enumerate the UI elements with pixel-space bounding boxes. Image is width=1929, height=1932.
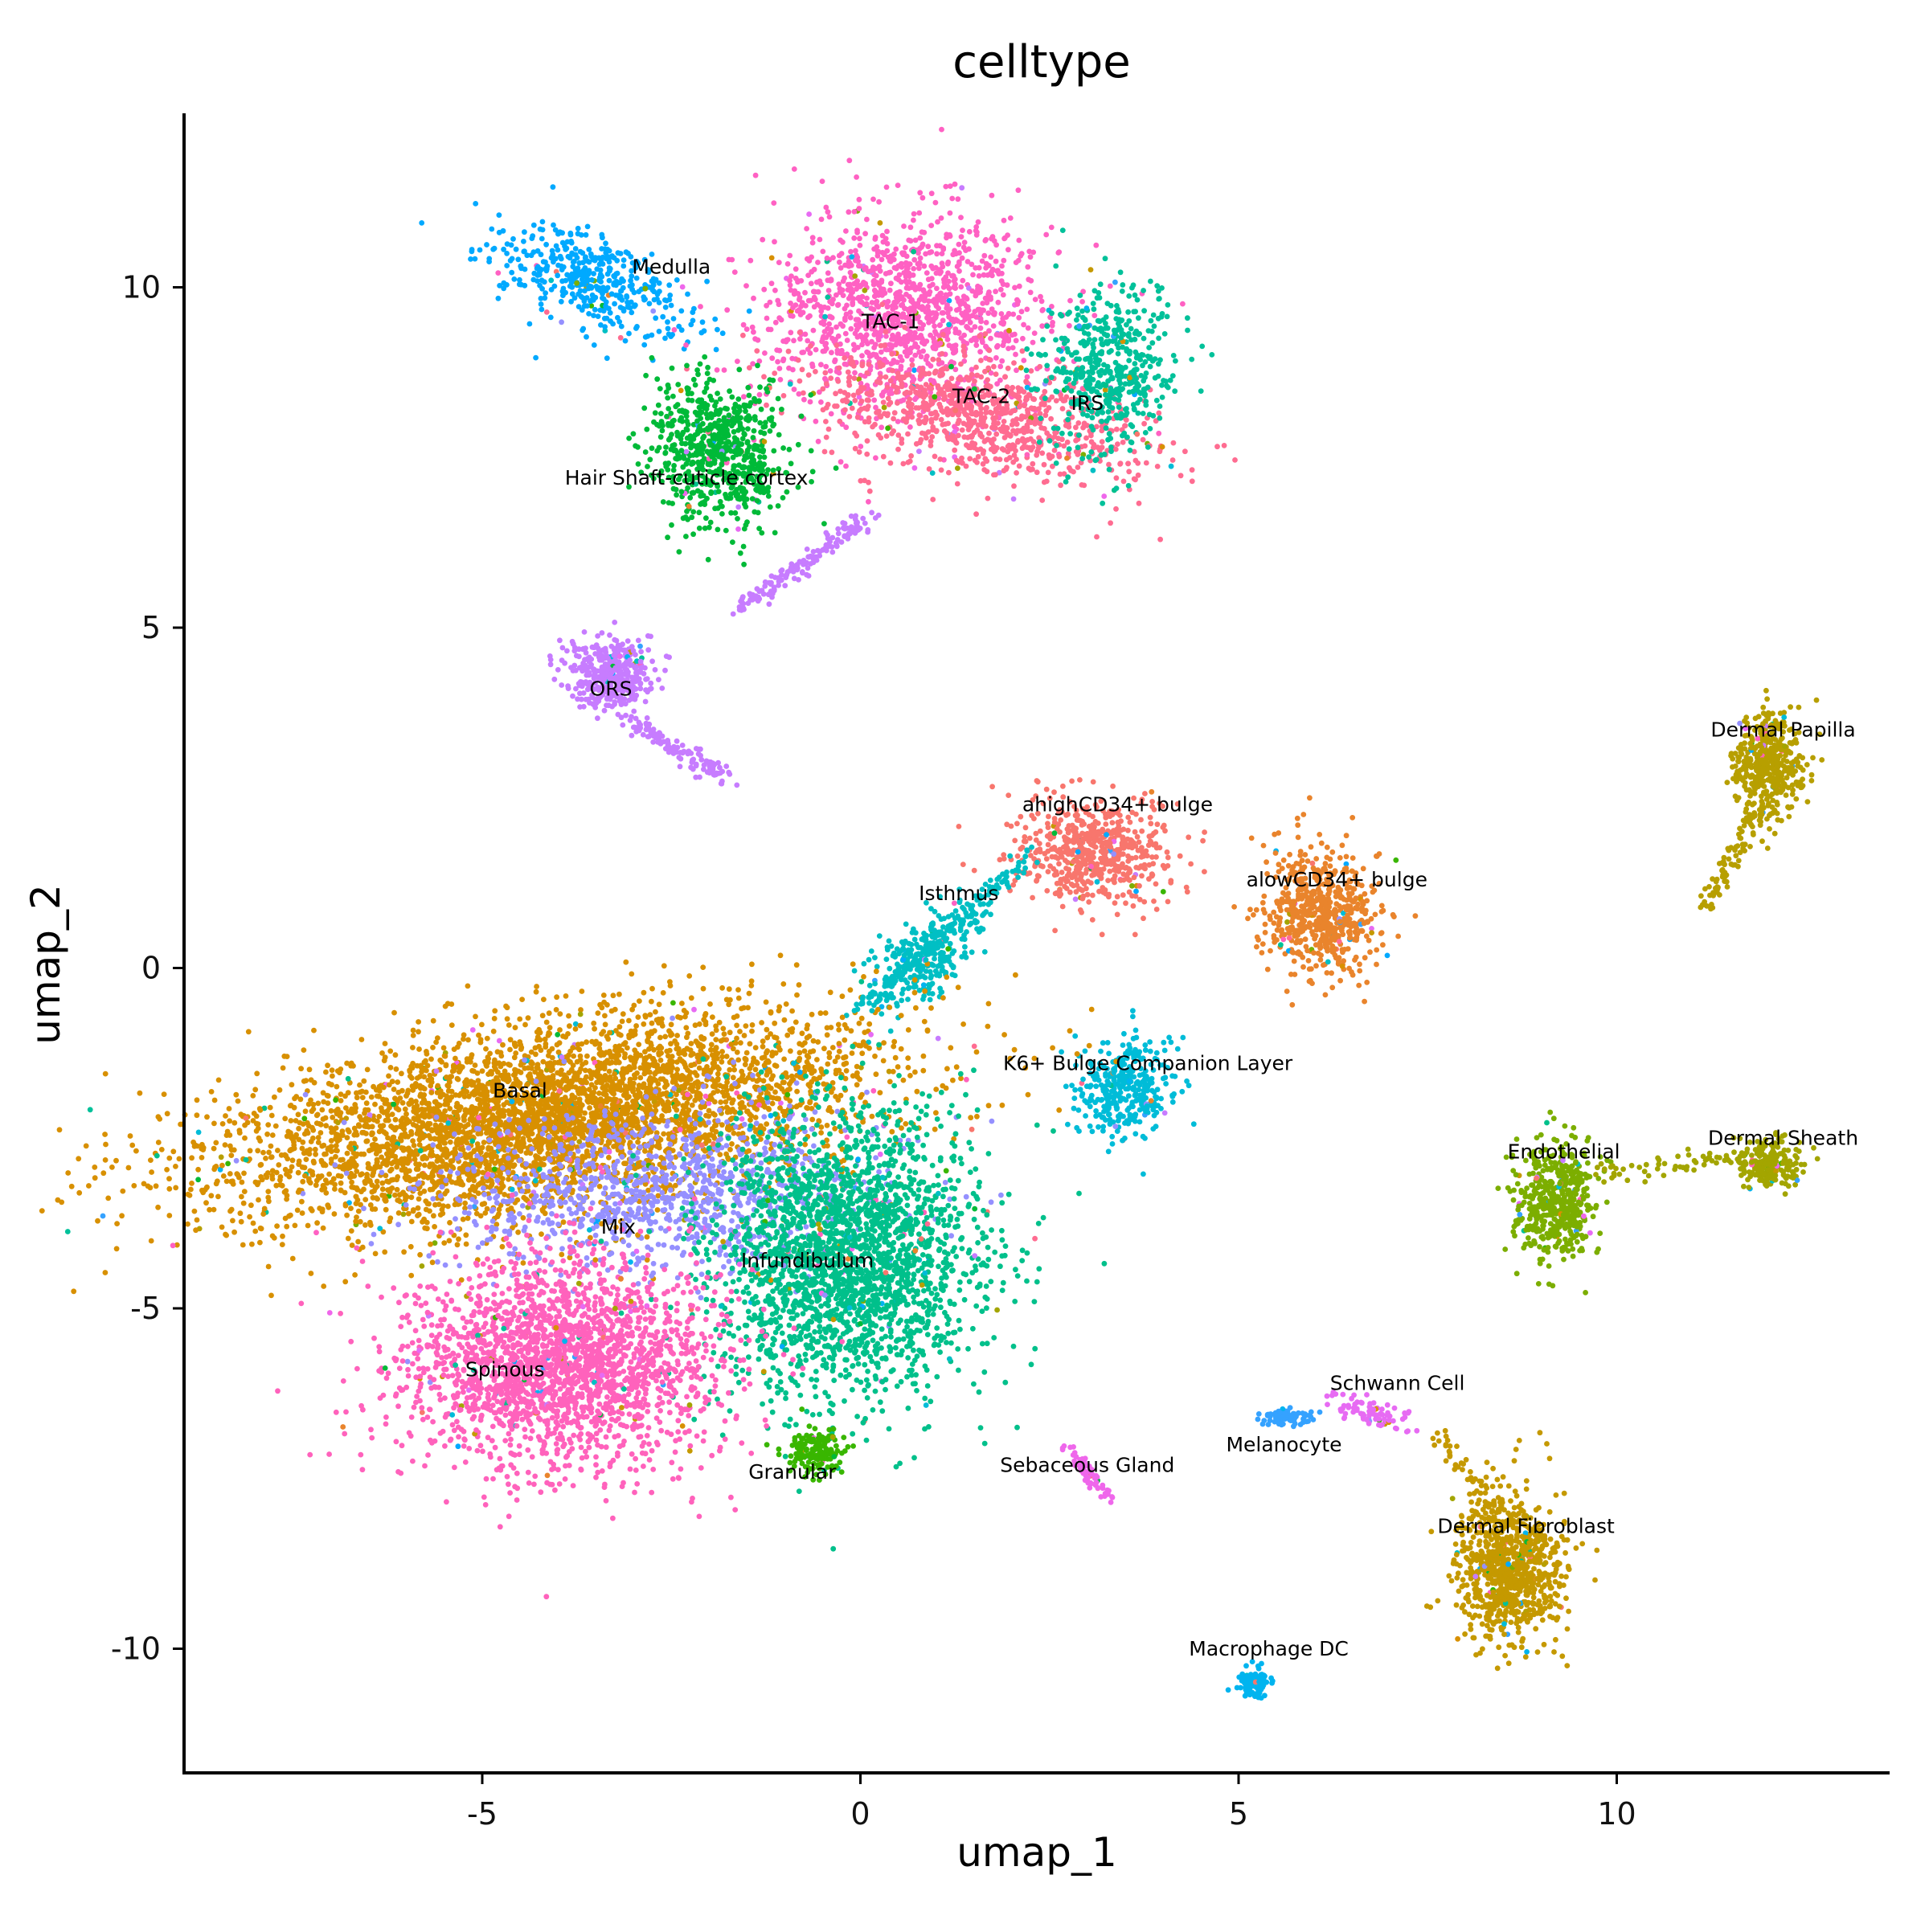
cluster-label: TAC-1 <box>861 309 919 333</box>
cluster-label: Endothelial <box>1508 1140 1620 1164</box>
cluster-label: IRS <box>1071 391 1104 415</box>
chart-title: celltype <box>952 36 1130 88</box>
x-tick-label: 0 <box>850 1796 870 1832</box>
y-axis-ticks: -10 -5 0 5 10 <box>111 270 184 1667</box>
cluster-label: alowCD34+ bulge <box>1247 868 1427 891</box>
cluster-label: Melanocyte <box>1226 1433 1341 1456</box>
cluster-label: Spinous <box>465 1358 545 1381</box>
y-tick-label: 10 <box>122 270 161 305</box>
cluster-labels: Medulla TAC-1 TAC-2 IRS Hair Shaft-cuticle.c… <box>465 256 1858 1660</box>
cluster-label: Macrophage DC <box>1189 1637 1349 1660</box>
cluster-label: K6+ Bulge Companion Layer <box>1003 1052 1293 1075</box>
x-tick-label: 10 <box>1597 1796 1636 1832</box>
cluster-label: Dermal Sheath <box>1708 1127 1858 1150</box>
x-axis-label: umap_1 <box>956 1829 1117 1876</box>
cluster-label: Dermal Fibroblast <box>1437 1515 1615 1538</box>
cluster-label: Hair Shaft-cuticle.cortex <box>565 466 809 489</box>
x-tick-label: 5 <box>1229 1796 1248 1832</box>
cluster-label: Dermal Papilla <box>1710 718 1855 742</box>
cluster-label: ORS <box>590 677 633 701</box>
cluster-label: Basal <box>493 1079 547 1102</box>
scatter-points <box>0 127 1825 1701</box>
axes: -5 0 5 10 -10 -5 0 5 10 <box>111 113 1890 1832</box>
y-axis-label: umap_2 <box>23 884 69 1045</box>
cluster-label: Schwann Cell <box>1330 1372 1465 1395</box>
y-tick-label: -10 <box>111 1631 161 1667</box>
cluster-label: Isthmus <box>919 882 998 905</box>
cluster-label: Medulla <box>632 256 711 279</box>
cluster-label: ahighCD34+ bulge <box>1022 793 1213 817</box>
cluster-label: TAC-2 <box>952 385 1010 408</box>
x-axis-ticks: -5 0 5 10 <box>467 1773 1636 1832</box>
y-tick-label: 5 <box>141 610 161 645</box>
cluster-label: Mix <box>601 1215 636 1238</box>
y-tick-label: -5 <box>130 1291 161 1326</box>
y-tick-label: 0 <box>141 951 161 986</box>
cluster-label: Sebaceous Gland <box>1000 1453 1174 1476</box>
cluster-label: Infundibulum <box>741 1249 874 1272</box>
x-tick-label: -5 <box>467 1796 498 1832</box>
cluster-label: Granular <box>748 1460 837 1484</box>
